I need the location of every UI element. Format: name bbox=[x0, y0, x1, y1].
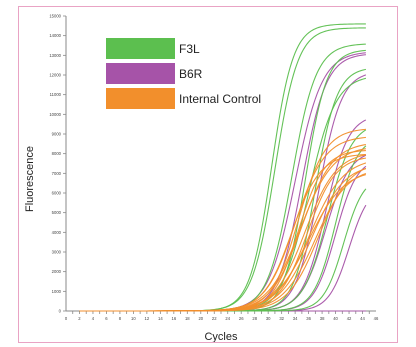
x-tick-label: 4 bbox=[92, 316, 95, 321]
y-tick-label: 5000 bbox=[52, 210, 62, 215]
y-tick-label: 10000 bbox=[49, 112, 61, 117]
series-line bbox=[79, 174, 367, 312]
y-tick-label: 3000 bbox=[52, 250, 62, 255]
series-line bbox=[79, 129, 367, 312]
amplification-chart: F3L B6R Internal Control 0 1000 2000 3000 4000… bbox=[24, 14, 379, 344]
x-tick-label: 22 bbox=[212, 316, 217, 321]
x-tick-label: 32 bbox=[279, 316, 284, 321]
y-tick-label: 2000 bbox=[52, 269, 62, 274]
y-tick-label: 12000 bbox=[49, 73, 61, 78]
x-tick-label: 28 bbox=[252, 316, 257, 321]
x-tick-label: 14 bbox=[158, 316, 163, 321]
y-axis-label: Fluorescence bbox=[24, 146, 36, 212]
chart-frame: F3L B6R Internal Control 0 1000 2000 3000 4000… bbox=[18, 6, 398, 343]
y-tick-label: 8000 bbox=[52, 151, 62, 156]
y-tick-label: 4000 bbox=[52, 230, 62, 235]
series-line bbox=[79, 128, 366, 312]
x-tick-label: 8 bbox=[119, 316, 122, 321]
axes: 0100020003000400050006000700080009000100… bbox=[49, 14, 379, 322]
legend: F3L B6R Internal Control bbox=[106, 38, 261, 109]
x-tick-label: 46 bbox=[374, 316, 379, 321]
y-tick-label: 6000 bbox=[52, 191, 62, 196]
x-tick-label: 12 bbox=[145, 316, 150, 321]
legend-swatch bbox=[106, 88, 175, 109]
y-tick-label: 15000 bbox=[49, 14, 61, 19]
x-tick-label: 38 bbox=[320, 316, 325, 321]
legend-label: B6R bbox=[179, 67, 203, 81]
x-tick-label: 0 bbox=[65, 316, 68, 321]
series-line bbox=[79, 150, 366, 312]
legend-swatch bbox=[106, 38, 175, 59]
legend-label: F3L bbox=[179, 42, 200, 56]
y-tick-label: 11000 bbox=[50, 92, 62, 97]
x-tick-label: 34 bbox=[293, 316, 298, 321]
y-tick-label: 9000 bbox=[52, 132, 62, 137]
x-tick-label: 40 bbox=[333, 316, 338, 321]
legend-label: Internal Control bbox=[179, 92, 261, 106]
series-line bbox=[79, 148, 366, 312]
y-tick-label: 14000 bbox=[49, 33, 61, 38]
x-tick-label: 10 bbox=[131, 316, 136, 321]
x-tick-label: 26 bbox=[239, 316, 244, 321]
y-tick-label: 0 bbox=[59, 309, 62, 314]
curves bbox=[79, 23, 367, 312]
x-tick-label: 16 bbox=[171, 316, 176, 321]
x-axis-label: Cycles bbox=[204, 331, 238, 342]
x-tick-label: 30 bbox=[266, 316, 271, 321]
y-tick-label: 7000 bbox=[52, 171, 62, 176]
x-tick-label: 6 bbox=[105, 316, 108, 321]
x-tick-label: 2 bbox=[78, 316, 81, 321]
y-tick-label: 1000 bbox=[52, 289, 62, 294]
x-tick-label: 24 bbox=[225, 316, 230, 321]
legend-swatch bbox=[106, 63, 175, 84]
x-tick-label: 20 bbox=[198, 316, 203, 321]
x-tick-label: 36 bbox=[306, 316, 311, 321]
y-tick-label: 13000 bbox=[49, 53, 61, 58]
x-tick-label: 42 bbox=[347, 316, 352, 321]
x-tick-label: 44 bbox=[360, 316, 365, 321]
x-tick-label: 18 bbox=[185, 316, 190, 321]
